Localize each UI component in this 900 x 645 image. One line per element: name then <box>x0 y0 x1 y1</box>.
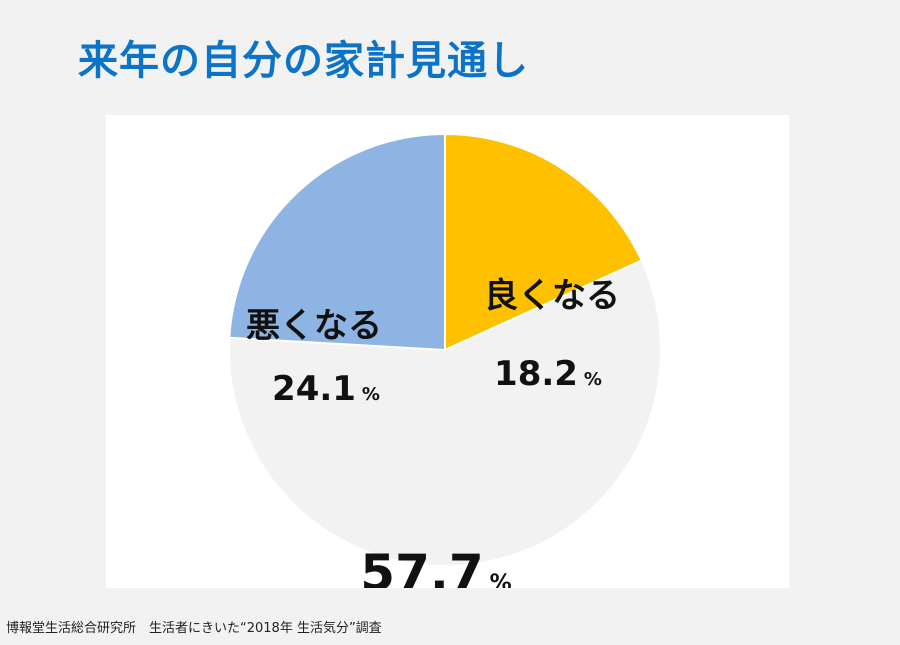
pie-slice <box>228 259 662 567</box>
slice-value: 24.1% <box>272 369 380 409</box>
slice-label: 良くなる <box>484 276 620 316</box>
source-note: 博報堂生活総合研究所 生活者にきいた“2018年 生活気分”調査 <box>6 621 382 636</box>
slice-value: 57.7% <box>360 544 511 588</box>
pie-slice <box>228 132 446 352</box>
page-title: 来年の自分の家計見通し <box>78 38 529 84</box>
slice-label: 悪くなる <box>246 306 382 346</box>
slice-value: 18.2% <box>494 354 602 394</box>
pie-slice <box>444 132 643 352</box>
